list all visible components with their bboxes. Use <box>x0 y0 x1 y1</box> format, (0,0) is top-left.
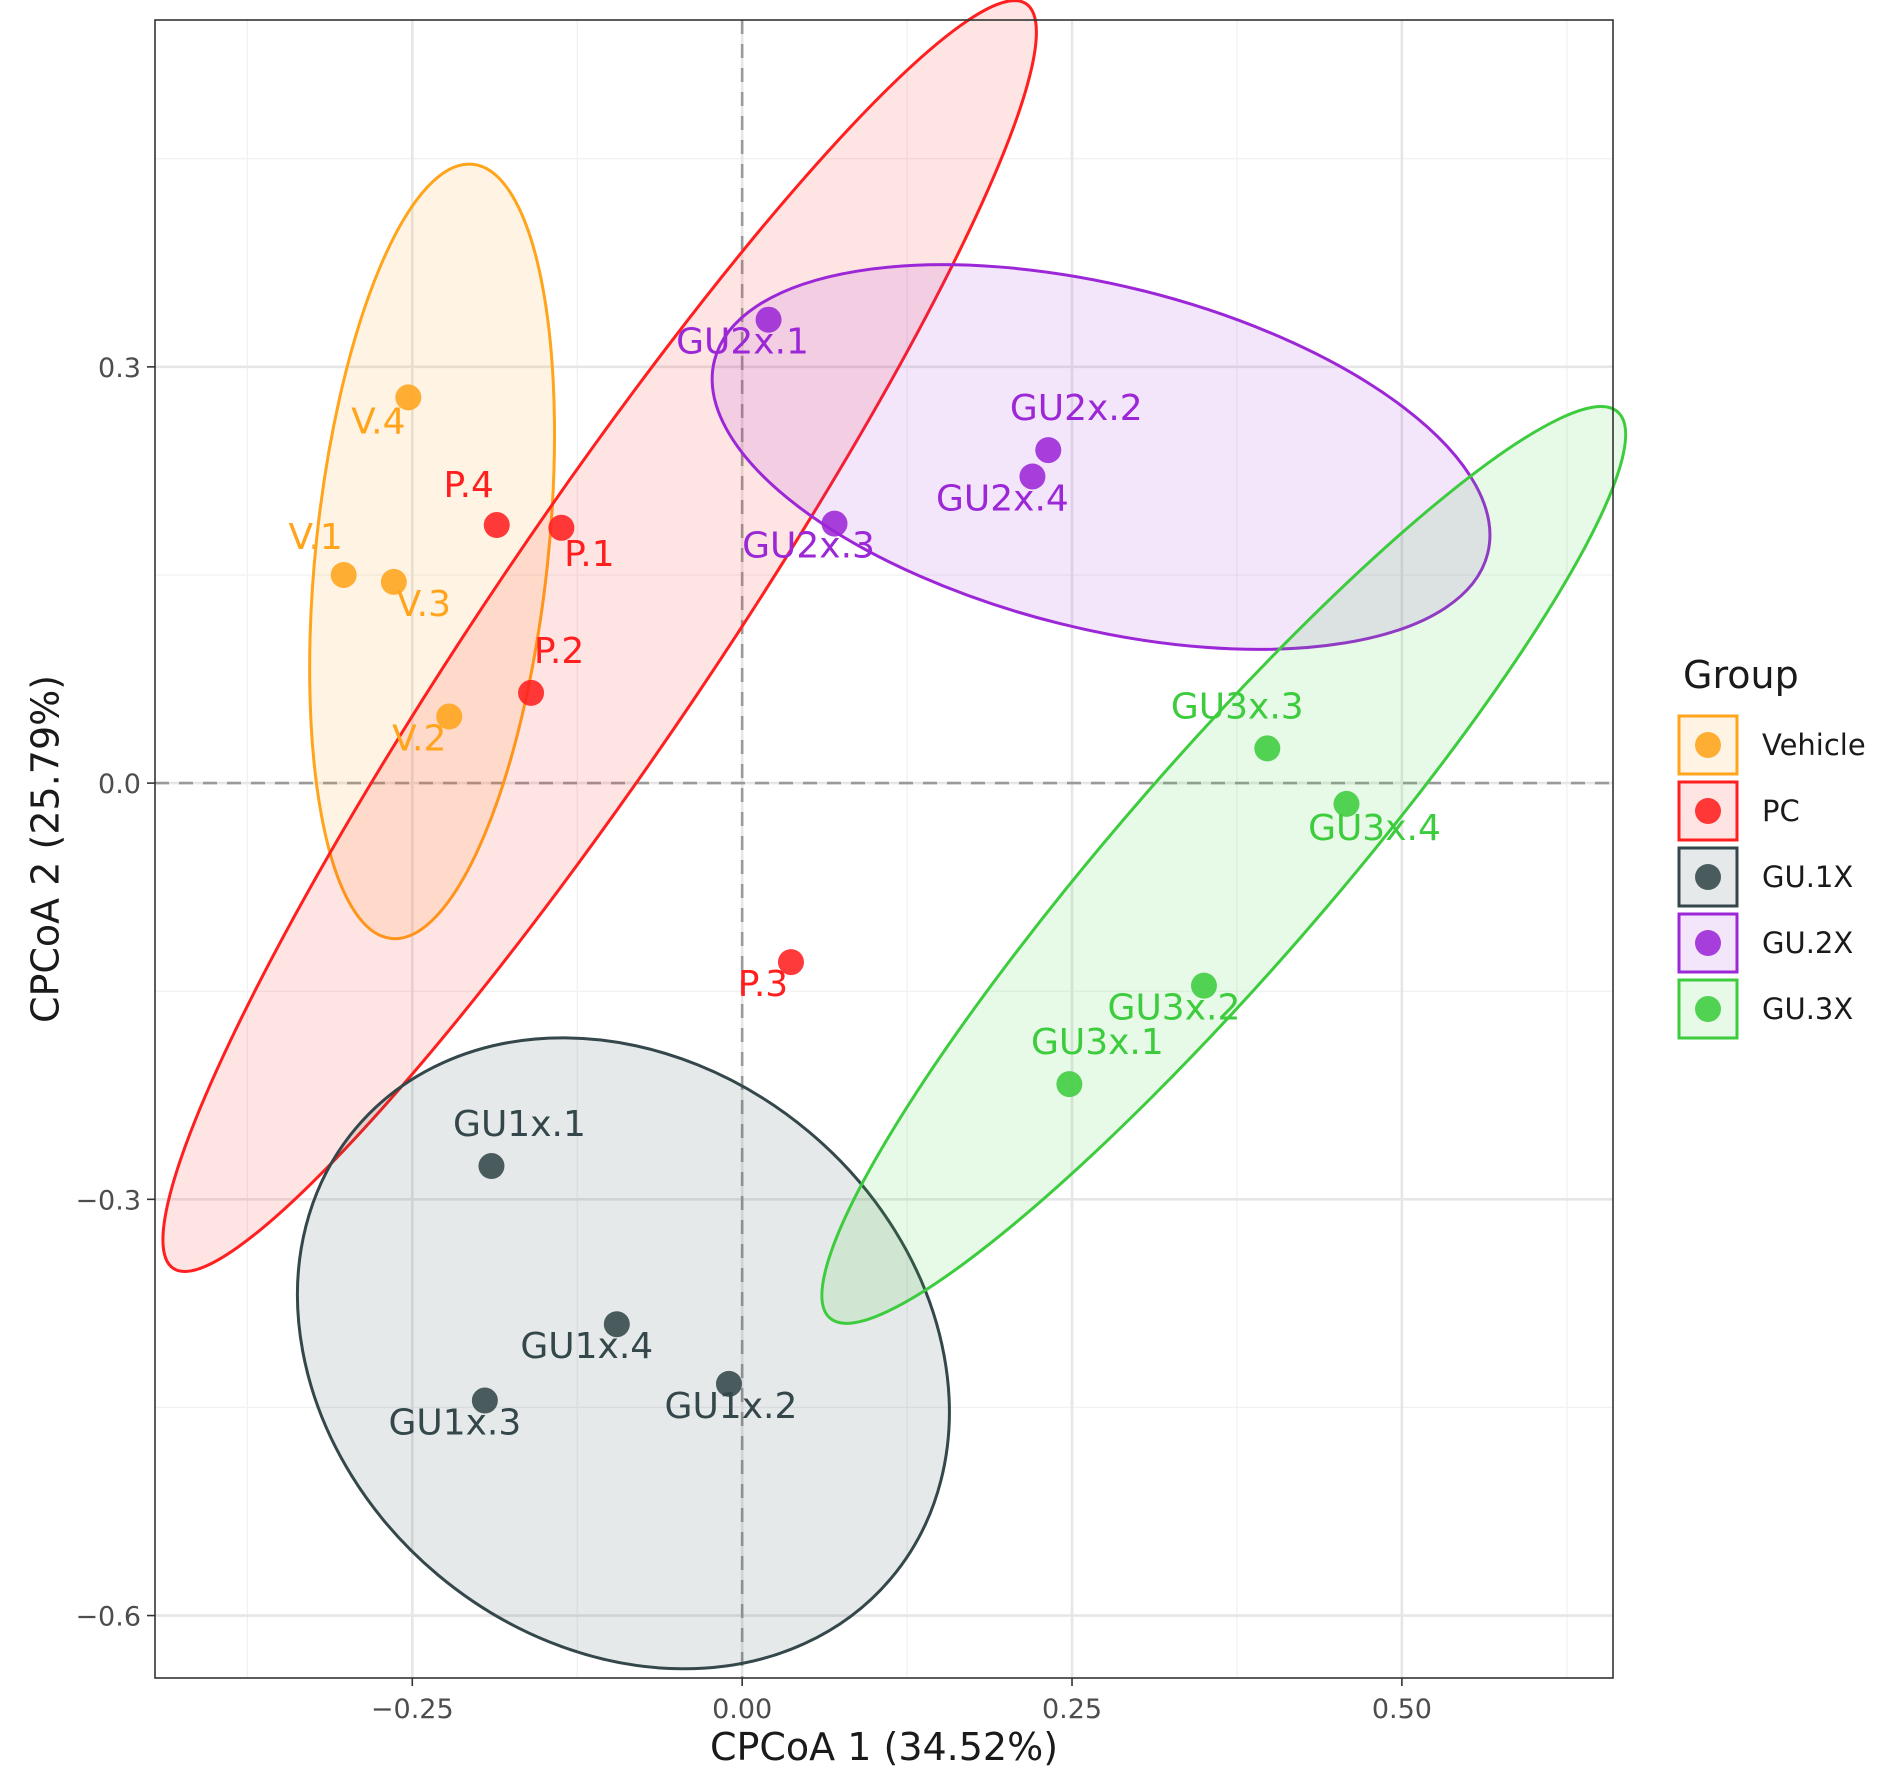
y-tick-label: −0.6 <box>75 1602 141 1633</box>
point-gu3x-4 <box>1333 790 1360 817</box>
point-p-4 <box>483 512 510 539</box>
point-gu2x-3 <box>821 510 848 537</box>
point-label-p-4: P.4 <box>444 465 494 506</box>
legend: Group Vehicle PC GU.1X GU.2X GU.3X <box>1677 653 1866 1040</box>
point-gu3x-3 <box>1254 735 1281 762</box>
legend-label-gu-1x: GU.1X <box>1762 860 1853 894</box>
ellipse-gu-3x <box>820 405 1628 1325</box>
panel-border <box>154 19 1614 1679</box>
legend-marker-pc <box>1695 798 1721 824</box>
ellipses-layer <box>161 0 1628 1671</box>
point-gu1x-3 <box>471 1387 498 1414</box>
point-gu3x-1 <box>1056 1071 1083 1098</box>
point-v-3 <box>380 568 407 595</box>
legend-marker-gu-1x <box>1695 864 1721 890</box>
ellipse-vehicle <box>308 162 557 941</box>
x-tick-label: 0.50 <box>1372 1694 1432 1725</box>
x-tick-label: −0.25 <box>371 1694 454 1725</box>
legend-marker-gu-2x <box>1695 930 1721 956</box>
legend-title: Group <box>1683 653 1799 697</box>
point-label-gu1x-4: GU1x.4 <box>520 1326 653 1367</box>
point-p-2 <box>518 679 545 706</box>
point-label-gu2x-2: GU2x.2 <box>1010 388 1143 429</box>
point-label-gu3x-2: GU3x.2 <box>1108 988 1241 1029</box>
x-axis-ticks: −0.25 0.00 0.25 0.50 <box>371 1678 1432 1725</box>
legend-marker-vehicle <box>1695 732 1721 758</box>
ellipse-gu-2x <box>710 263 1492 651</box>
point-label-gu3x-3: GU3x.3 <box>1171 686 1304 727</box>
point-p-1 <box>548 514 575 541</box>
point-label-gu1x-3: GU1x.3 <box>388 1403 521 1444</box>
y-axis-ticks: 0.3 0.0 −0.3 −0.6 <box>75 353 155 1633</box>
point-label-gu3x-1: GU3x.1 <box>1031 1022 1164 1063</box>
points-layer <box>330 306 1360 1414</box>
point-label-v-3: V.3 <box>397 584 451 625</box>
legend-key-vehicle <box>1677 714 1739 776</box>
x-tick-label: 0.00 <box>712 1694 772 1725</box>
reference-lines <box>155 20 1613 1678</box>
legend-label-vehicle: Vehicle <box>1762 728 1866 762</box>
ellipse-pc <box>161 0 1038 1273</box>
point-v-1 <box>330 561 357 588</box>
point-gu1x-2 <box>715 1370 742 1397</box>
point-gu2x-1 <box>755 306 782 333</box>
point-gu3x-2 <box>1190 972 1217 999</box>
point-label-v-2: V.2 <box>392 718 446 759</box>
point-gu2x-4 <box>1019 463 1046 490</box>
point-v-2 <box>436 703 463 730</box>
legend-marker-gu-3x <box>1695 996 1721 1022</box>
point-label-v-4: V.4 <box>351 401 405 442</box>
y-tick-label: 0.0 <box>98 769 141 800</box>
point-label-p-2: P.2 <box>534 631 584 672</box>
point-label-gu2x-3: GU2x.3 <box>742 526 875 567</box>
point-label-gu2x-4: GU2x.4 <box>936 478 1069 519</box>
point-label-p-1: P.1 <box>564 534 614 575</box>
legend-label-gu-3x: GU.3X <box>1762 992 1853 1026</box>
point-p-3 <box>777 949 804 976</box>
point-label-gu1x-1: GU1x.1 <box>453 1104 586 1145</box>
legend-label-pc: PC <box>1762 794 1800 828</box>
point-label-p-3: P.3 <box>738 964 788 1005</box>
x-tick-label: 0.25 <box>1042 1694 1102 1725</box>
point-v-4 <box>395 384 422 411</box>
legend-label-gu-2x: GU.2X <box>1762 926 1853 960</box>
x-axis-title: CPCoA 1 (34.52%) <box>710 1725 1058 1769</box>
point-gu1x-4 <box>603 1311 630 1338</box>
point-gu1x-1 <box>478 1153 505 1180</box>
y-tick-label: 0.3 <box>98 353 141 384</box>
point-gu2x-2 <box>1035 437 1062 464</box>
point-label-gu3x-4: GU3x.4 <box>1308 808 1441 849</box>
point-label-gu2x-1: GU2x.1 <box>676 322 809 363</box>
point-label-v-1: V.1 <box>289 517 343 558</box>
point-labels-layer: V.1 V.2 V.3 V.4 P.1 P.2 P.3 P.4 GU1x.1 GU1x.2 GU1x… <box>289 322 1441 1444</box>
point-label-gu1x-2: GU1x.2 <box>665 1386 798 1427</box>
y-axis-title: CPCoA 2 (25.79%) <box>24 675 68 1023</box>
y-tick-label: −0.3 <box>75 1185 141 1216</box>
ellipse-gu-1x <box>295 1036 951 1671</box>
